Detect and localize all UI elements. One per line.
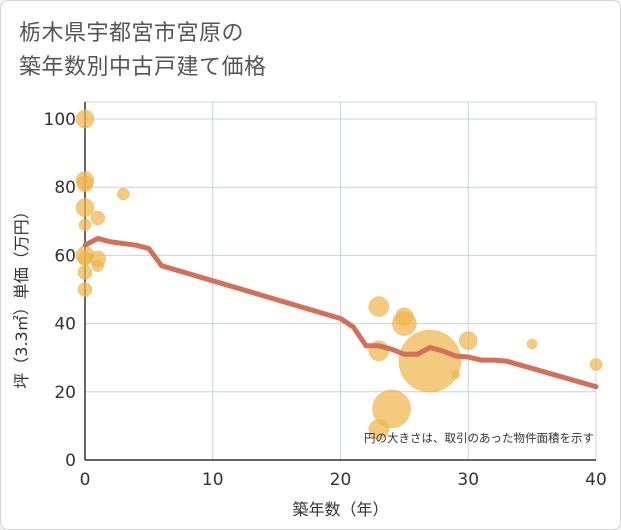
data-point-bubble: [451, 370, 460, 380]
trend-line: [82, 235, 599, 390]
trend-layer: [82, 235, 599, 390]
y-tick-label: 100: [44, 110, 76, 130]
chart-title: 栃木県宇都宮市宮原の 築年数別中古戸建て価格: [19, 17, 267, 85]
x-tick-label: 40: [585, 470, 607, 490]
chart-title-line-1: 栃木県宇都宮市宮原の: [19, 21, 245, 46]
x-tick-label: 0: [80, 470, 91, 490]
data-point-bubble: [78, 218, 92, 231]
y-axis-label: 坪（3.3㎡）単価（万円）: [12, 203, 31, 388]
data-point-bubble: [589, 358, 603, 371]
y-tick-label: 80: [54, 178, 76, 198]
y-tick-label: 60: [54, 246, 76, 266]
data-point-bubble: [526, 338, 538, 350]
x-tick-label: 10: [202, 470, 224, 490]
chart-title-line-2: 築年数別中古戸建て価格: [19, 55, 267, 80]
x-tick-label: 20: [330, 470, 352, 490]
y-tick-label: 20: [54, 383, 76, 403]
data-point-bubble: [91, 259, 105, 272]
data-point-bubble: [117, 187, 130, 201]
data-point-bubble: [77, 282, 93, 297]
data-point-bubble: [75, 109, 95, 129]
y-tick-label: 40: [54, 315, 76, 335]
data-point-bubble: [76, 175, 94, 193]
data-point-bubble: [90, 210, 106, 226]
data-point-bubble: [75, 198, 95, 217]
grid: [84, 101, 597, 461]
data-point-bubble: [368, 296, 390, 317]
data-point-bubble: [459, 331, 478, 350]
x-axis-label: 築年数（年）: [292, 500, 388, 519]
data-point-bubble: [398, 329, 462, 393]
y-tick-label: 0: [65, 451, 76, 471]
x-tick-label: 30: [457, 470, 479, 490]
tick-labels: 0 20 40 60 80 100 0 10 20 30 40: [44, 110, 607, 490]
data-point-bubble: [77, 265, 93, 280]
data-point-bubble: [372, 389, 411, 429]
data-point-bubble: [392, 311, 417, 336]
size-note: 円の大きさは、取引のあった物件面積を示す: [364, 431, 594, 445]
bubble-layer: [75, 109, 603, 440]
